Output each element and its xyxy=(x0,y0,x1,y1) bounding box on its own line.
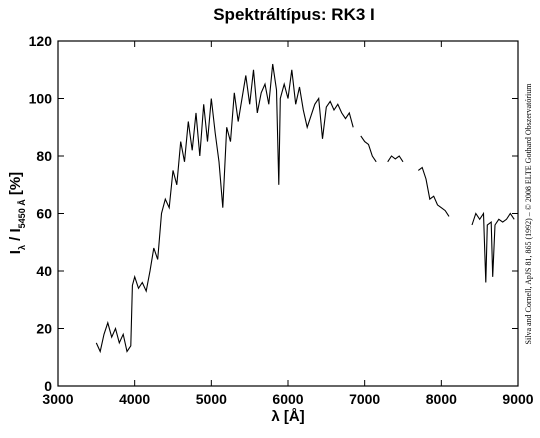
chart-title: Spektráltípus: RK3 I xyxy=(213,5,375,24)
y-label-part: λ xyxy=(17,245,27,250)
y-tick-label: 60 xyxy=(36,206,52,222)
source-note: Silva and Cornell, ApJS 81, 865 (1992) –… xyxy=(524,83,533,345)
x-tick-label: 7000 xyxy=(349,391,380,407)
spectrum-line xyxy=(95,63,515,354)
y-tick-label: 40 xyxy=(36,263,52,279)
x-axis-label: λ [Å] xyxy=(271,408,304,425)
x-tick-label: 8000 xyxy=(426,391,457,407)
x-tick-label: 9000 xyxy=(502,391,533,407)
y-label-part: [%] xyxy=(7,172,24,200)
x-tick-label: 3000 xyxy=(42,391,73,407)
y-label-part: / I xyxy=(7,228,24,245)
x-tick-label: 6000 xyxy=(272,391,303,407)
y-tick-label: 120 xyxy=(29,33,53,49)
y-tick-label: 0 xyxy=(44,378,52,394)
y-tick-label: 80 xyxy=(36,148,52,164)
y-label-part: I xyxy=(7,250,24,254)
y-tick-label: 20 xyxy=(36,321,52,337)
x-tick-label: 4000 xyxy=(119,391,150,407)
y-axis-label: Iλ / I5450 Å [%] xyxy=(7,172,27,254)
plot-frame xyxy=(57,40,519,387)
y-label-part: 5450 Å xyxy=(17,199,27,229)
x-tick-label: 5000 xyxy=(196,391,227,407)
y-tick-label: 100 xyxy=(29,91,53,107)
